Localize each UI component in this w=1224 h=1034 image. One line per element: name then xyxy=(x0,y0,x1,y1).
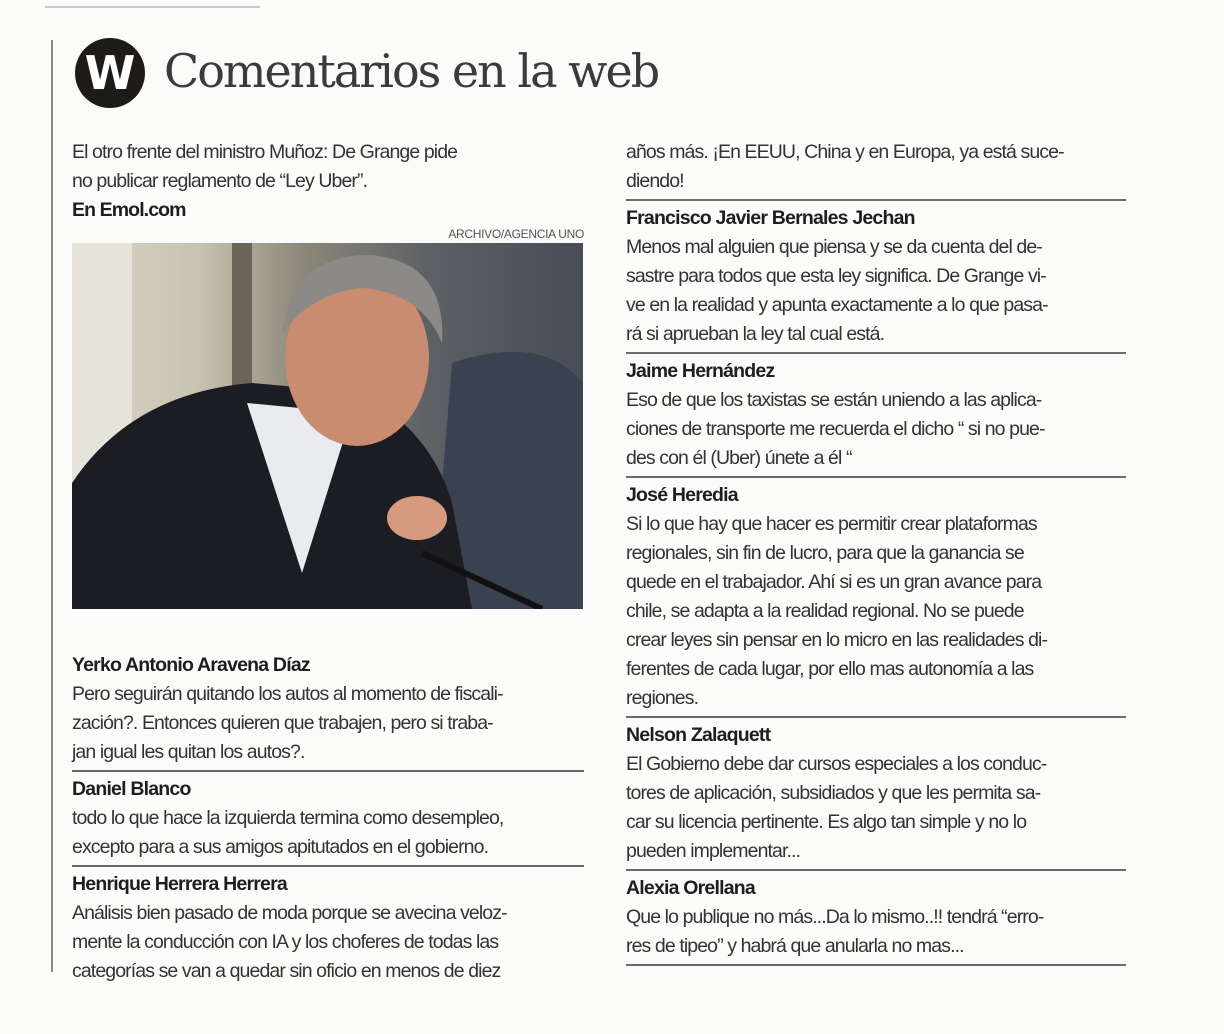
comment-author: José Heredia xyxy=(626,484,739,506)
comment-line: crear leyes sin pensar en lo micro en la… xyxy=(626,629,1048,651)
comment-author: Alexia Orellana xyxy=(626,877,756,899)
comment-line: Si lo que hay que hacer es permitir crea… xyxy=(626,513,1038,535)
comment-line: Eso de que los taxistas se están uniendo… xyxy=(626,389,1042,411)
comment-divider xyxy=(72,770,584,772)
comment-line: ferentes de cada lugar, por ello mas aut… xyxy=(626,658,1034,680)
comment-author: Jaime Hernández xyxy=(626,360,775,382)
comment-line: quede en el trabajador. Ahí si es un gra… xyxy=(626,571,1042,593)
comment-line: ve en la realidad y apunta exactamente a… xyxy=(626,294,1049,316)
comment-line: jan igual les quitan los autos?. xyxy=(72,741,305,763)
comment-line: car su licencia pertinente. Es algo tan … xyxy=(626,811,1027,833)
photo-hair xyxy=(282,254,443,343)
photo-illustration xyxy=(72,243,583,609)
comment-line: Pero seguirán quitando los autos al mome… xyxy=(72,683,504,705)
w-logo-icon: W xyxy=(75,38,145,108)
comment-author: Nelson Zalaquett xyxy=(626,724,771,746)
comment-line: Que lo publique no más...Da lo mismo..!!… xyxy=(626,906,1044,928)
right-comment-list: Francisco Javier Bernales Jechan Menos ma… xyxy=(626,204,1126,966)
comment: Daniel Blanco todo lo que hace la izquier… xyxy=(72,775,584,867)
comment: Henrique Herrera Herrera Análisis bien pa… xyxy=(72,870,584,986)
comment: Francisco Javier Bernales Jechan Menos ma… xyxy=(626,204,1126,354)
comment-line: zación?. Entonces quieren que trabajen, … xyxy=(72,712,494,734)
left-comment-list: Yerko Antonio Aravena Díaz Pero seguirán … xyxy=(72,651,584,986)
comment-author: Henrique Herrera Herrera xyxy=(72,873,288,895)
comment-line: todo lo que hace la izquierda termina co… xyxy=(72,807,504,829)
article-photo xyxy=(72,243,583,609)
top-divider xyxy=(45,6,260,8)
comment-divider xyxy=(626,476,1126,478)
comment: Jaime Hernández Eso de que los taxistas s… xyxy=(626,357,1126,478)
comment-line: chile, se adapta a la realidad regional.… xyxy=(626,600,1025,622)
left-column: El otro frente del ministro Muñoz: De Gr… xyxy=(72,138,584,986)
photo-shirt xyxy=(247,403,352,573)
comment-divider xyxy=(626,199,1126,201)
comment-line: Análisis bien pasado de moda porque se a… xyxy=(72,902,508,924)
comment: José Heredia Si lo que hay que hacer es p… xyxy=(626,481,1126,718)
comment-line: regiones. xyxy=(626,687,699,709)
comment-line: Menos mal alguien que piensa y se da cue… xyxy=(626,236,1043,258)
photo-face xyxy=(285,270,429,446)
comment-line: diendo! xyxy=(626,170,685,192)
comment-line: tores de aplicación, subsidiados y que l… xyxy=(626,782,1041,804)
comment-line: excepto para a sus amigos apitutados en … xyxy=(72,836,489,858)
comment: Nelson Zalaquett El Gobierno debe dar cur… xyxy=(626,721,1126,871)
source-link[interactable]: En Emol.com xyxy=(72,199,187,221)
comment-author: Daniel Blanco xyxy=(72,778,191,800)
comment-divider xyxy=(626,352,1126,354)
comment: Yerko Antonio Aravena Díaz Pero seguirán … xyxy=(72,651,584,772)
comment-divider xyxy=(626,964,1126,966)
comment-divider xyxy=(626,716,1126,718)
comment-line: res de tipeo” y habrá que anularla no ma… xyxy=(626,935,965,957)
right-column: años más. ¡En EEUU, China y en Europa, y… xyxy=(626,138,1126,969)
comment-divider xyxy=(72,865,584,867)
comment-line: categorías se van a quedar sin oficio en… xyxy=(72,960,501,982)
comment: Alexia Orellana Que lo publique no más...… xyxy=(626,874,1126,966)
photo-hands xyxy=(387,496,447,540)
comment-divider xyxy=(626,869,1126,871)
photo-microphone xyxy=(420,550,544,609)
comment-line: des con él (Uber) únete a él “ xyxy=(626,447,852,469)
comment-line: El Gobierno debe dar cursos especiales a… xyxy=(626,753,1047,775)
photo-background-person xyxy=(432,351,583,609)
comment-line: ciones de transporte me recuerda el dich… xyxy=(626,418,1045,440)
comment-author: Yerko Antonio Aravena Díaz xyxy=(72,654,311,676)
logo-letter: W xyxy=(84,46,136,100)
comment-line: mente la conducción con IA y los chofere… xyxy=(72,931,499,953)
photo-credit: ARCHIVO/AGENCIA UNO xyxy=(448,227,584,241)
comment-author: Francisco Javier Bernales Jechan xyxy=(626,207,916,229)
section-title: Comentarios en la web xyxy=(164,44,660,98)
comment-line: sastre para todos que esta ley significa… xyxy=(626,265,1047,287)
comment-line: rá si aprueban la ley tal cual está. xyxy=(626,323,885,345)
column-rule xyxy=(51,40,53,972)
comment-line: pueden implementar... xyxy=(626,840,801,862)
comment-line: años más. ¡En EEUU, China y en Europa, y… xyxy=(626,141,1065,163)
headline-line: no publicar reglamento de “Ley Uber”. xyxy=(72,170,368,192)
comment-line: regionales, sin fin de lucro, para que l… xyxy=(626,542,1025,564)
headline-line: El otro frente del ministro Muñoz: De Gr… xyxy=(72,141,458,163)
